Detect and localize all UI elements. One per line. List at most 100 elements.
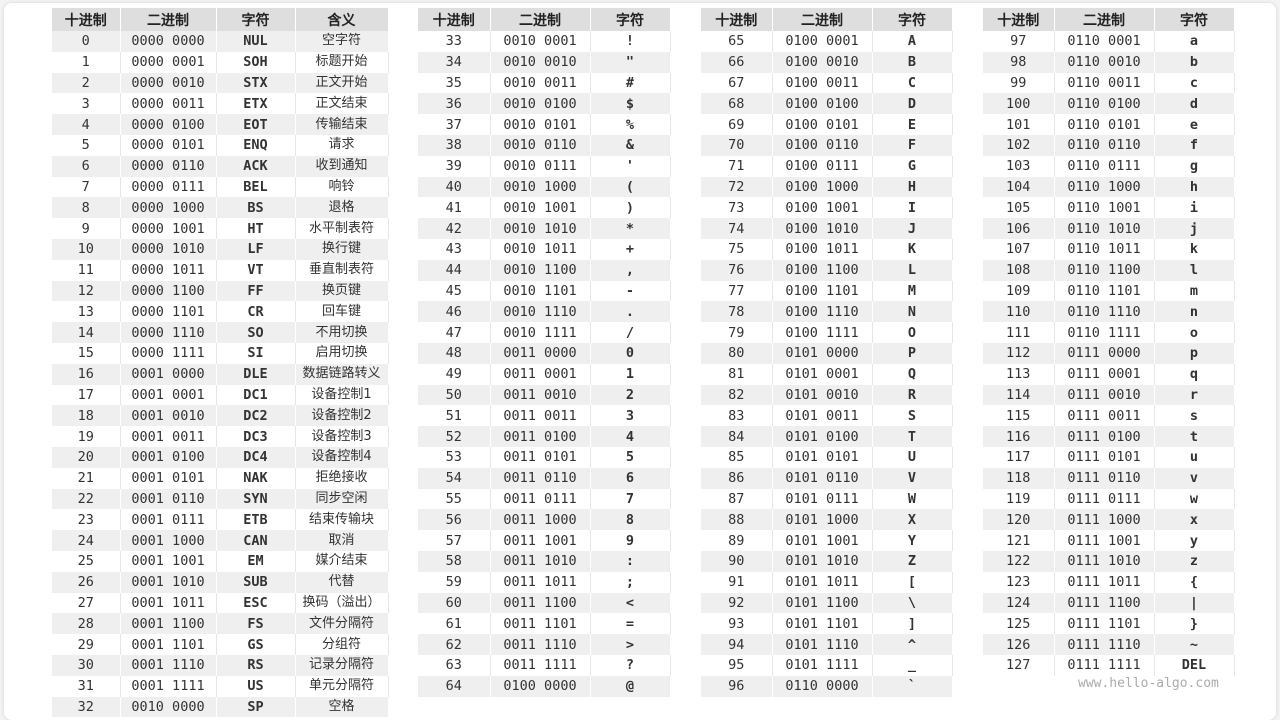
cell-dec: 26 bbox=[52, 571, 121, 593]
cell-char: [ bbox=[872, 571, 953, 593]
cell-char: * bbox=[590, 218, 671, 239]
cell-bin: 0110 1010 bbox=[1054, 218, 1155, 239]
cell-meaning: 响铃 bbox=[295, 176, 389, 198]
cell-char: S bbox=[872, 405, 953, 427]
table-row: 74 0100 1010 J bbox=[701, 218, 953, 239]
cell-bin: 0000 1101 bbox=[120, 301, 217, 323]
table-row: 125 0111 1101} bbox=[983, 613, 1235, 635]
table-row: 50 0011 0010 2 bbox=[418, 384, 671, 406]
cell-meaning: 设备控制2 bbox=[295, 405, 389, 427]
cell-dec: 27 bbox=[52, 592, 121, 614]
cell-bin: 0111 1100 bbox=[1054, 592, 1155, 614]
cell-char: X bbox=[872, 509, 953, 531]
cell-dec: 88 bbox=[701, 509, 773, 531]
cell-char: p bbox=[1154, 342, 1235, 364]
cell-dec: 53 bbox=[418, 446, 491, 468]
table-row: 102 0110 0110 f bbox=[983, 134, 1235, 156]
cell-meaning: 数据链路转义 bbox=[295, 363, 389, 385]
cell-bin: 0110 1011 bbox=[1054, 238, 1155, 260]
table-row: 104 0110 1000 h bbox=[983, 176, 1235, 198]
table-row: 59 0011 1011; bbox=[418, 571, 671, 593]
cell-dec: 126 bbox=[983, 634, 1055, 655]
cell-char: s bbox=[1154, 405, 1235, 427]
table-row: 101 0110 0101 e bbox=[983, 114, 1235, 135]
cell-bin: 0000 1010 bbox=[120, 238, 217, 260]
cell-bin: 0001 0111 bbox=[120, 509, 217, 531]
table-row: 91 0101 1011[ bbox=[701, 571, 953, 593]
cell-bin: 0010 0010 bbox=[490, 51, 591, 73]
cell-char: ] bbox=[872, 613, 953, 635]
cell-bin: 0000 1111 bbox=[120, 342, 217, 364]
cell-char: 4 bbox=[590, 426, 671, 447]
table-row: 54 0011 0110 6 bbox=[418, 467, 671, 489]
cell-bin: 0010 1000 bbox=[490, 176, 591, 198]
table-row: 37 0010 0101% bbox=[418, 114, 671, 135]
cell-dec: 66 bbox=[701, 51, 773, 73]
cell-dec: 104 bbox=[983, 176, 1055, 198]
table-row: 3 0000 0011 ETX 正文结束 bbox=[52, 93, 389, 115]
cell-char: T bbox=[872, 426, 953, 447]
cell-bin: 0100 1000 bbox=[772, 176, 873, 198]
cell-meaning: 空格 bbox=[295, 696, 389, 718]
cell-bin: 0111 1011 bbox=[1054, 571, 1155, 593]
cell-dec: 29 bbox=[52, 634, 121, 655]
cell-dec: 74 bbox=[701, 218, 773, 239]
cell-dec: 92 bbox=[701, 592, 773, 614]
cell-dec: 40 bbox=[418, 176, 491, 198]
table-row: 119 0111 0111 w bbox=[983, 488, 1235, 510]
table-row: 122 0111 1010 z bbox=[983, 550, 1235, 572]
cell-char: = bbox=[590, 613, 671, 635]
cell-dec: 64 bbox=[418, 675, 491, 697]
table-row: 106 0110 1010 j bbox=[983, 218, 1235, 239]
cell-char: y bbox=[1154, 530, 1235, 551]
table-row: 85 0101 0101 U bbox=[701, 446, 953, 468]
cell-dec: 69 bbox=[701, 114, 773, 135]
cell-char: E bbox=[872, 114, 953, 135]
header-char: 字符 bbox=[590, 8, 671, 31]
cell-dec: 9 bbox=[52, 218, 121, 239]
cell-char: SI bbox=[216, 342, 296, 364]
cell-char: SUB bbox=[216, 571, 296, 593]
cell-bin: 0101 0010 bbox=[772, 384, 873, 406]
table-row: 41 0010 1001) bbox=[418, 197, 671, 219]
table-row: 55 0011 0111 7 bbox=[418, 488, 671, 510]
cell-dec: 110 bbox=[983, 301, 1055, 323]
cell-dec: 93 bbox=[701, 613, 773, 635]
table-row: 111 0110 1111 o bbox=[983, 322, 1235, 343]
cell-char: b bbox=[1154, 51, 1235, 73]
cell-dec: 38 bbox=[418, 134, 491, 156]
cell-dec: 109 bbox=[983, 280, 1055, 302]
table-row: 16 0001 0000 DLE 数据链路转义 bbox=[52, 363, 389, 385]
cell-char: H bbox=[872, 176, 953, 198]
cell-dec: 125 bbox=[983, 613, 1055, 635]
cell-dec: 65 bbox=[701, 31, 773, 52]
cell-char: DLE bbox=[216, 363, 296, 385]
cell-meaning: 收到通知 bbox=[295, 155, 389, 177]
table-row: 17 0001 0001 DC1 设备控制1 bbox=[52, 384, 389, 406]
cell-dec: 16 bbox=[52, 363, 121, 385]
cell-char: ~ bbox=[1154, 634, 1235, 655]
cell-meaning: 分组符 bbox=[295, 634, 389, 655]
cell-char: ETB bbox=[216, 509, 296, 531]
cell-bin: 0001 1111 bbox=[120, 675, 217, 697]
cell-dec: 95 bbox=[701, 654, 773, 676]
table-row: 14 0000 1110 SO 不用切换 bbox=[52, 322, 389, 343]
cell-char: U bbox=[872, 446, 953, 468]
cell-char: EM bbox=[216, 550, 296, 572]
cell-bin: 0110 0000 bbox=[772, 675, 873, 697]
cell-dec: 83 bbox=[701, 405, 773, 427]
cell-bin: 0101 0101 bbox=[772, 446, 873, 468]
header-dec: 十进制 bbox=[52, 8, 121, 31]
cell-bin: 0110 0101 bbox=[1054, 114, 1155, 135]
cell-bin: 0111 1000 bbox=[1054, 509, 1155, 531]
cell-bin: 0011 0100 bbox=[490, 426, 591, 447]
cell-bin: 0001 0110 bbox=[120, 488, 217, 510]
table-row: 73 0100 1001 I bbox=[701, 197, 953, 219]
cell-char: D bbox=[872, 93, 953, 115]
cell-dec: 51 bbox=[418, 405, 491, 427]
header-bin: 二进制 bbox=[120, 8, 217, 31]
cell-meaning: 传输结束 bbox=[295, 114, 389, 135]
cell-meaning: 标题开始 bbox=[295, 51, 389, 73]
table-row: 86 0101 0110 V bbox=[701, 467, 953, 489]
table-row: 25 0001 1001 EM 媒介结束 bbox=[52, 550, 389, 572]
